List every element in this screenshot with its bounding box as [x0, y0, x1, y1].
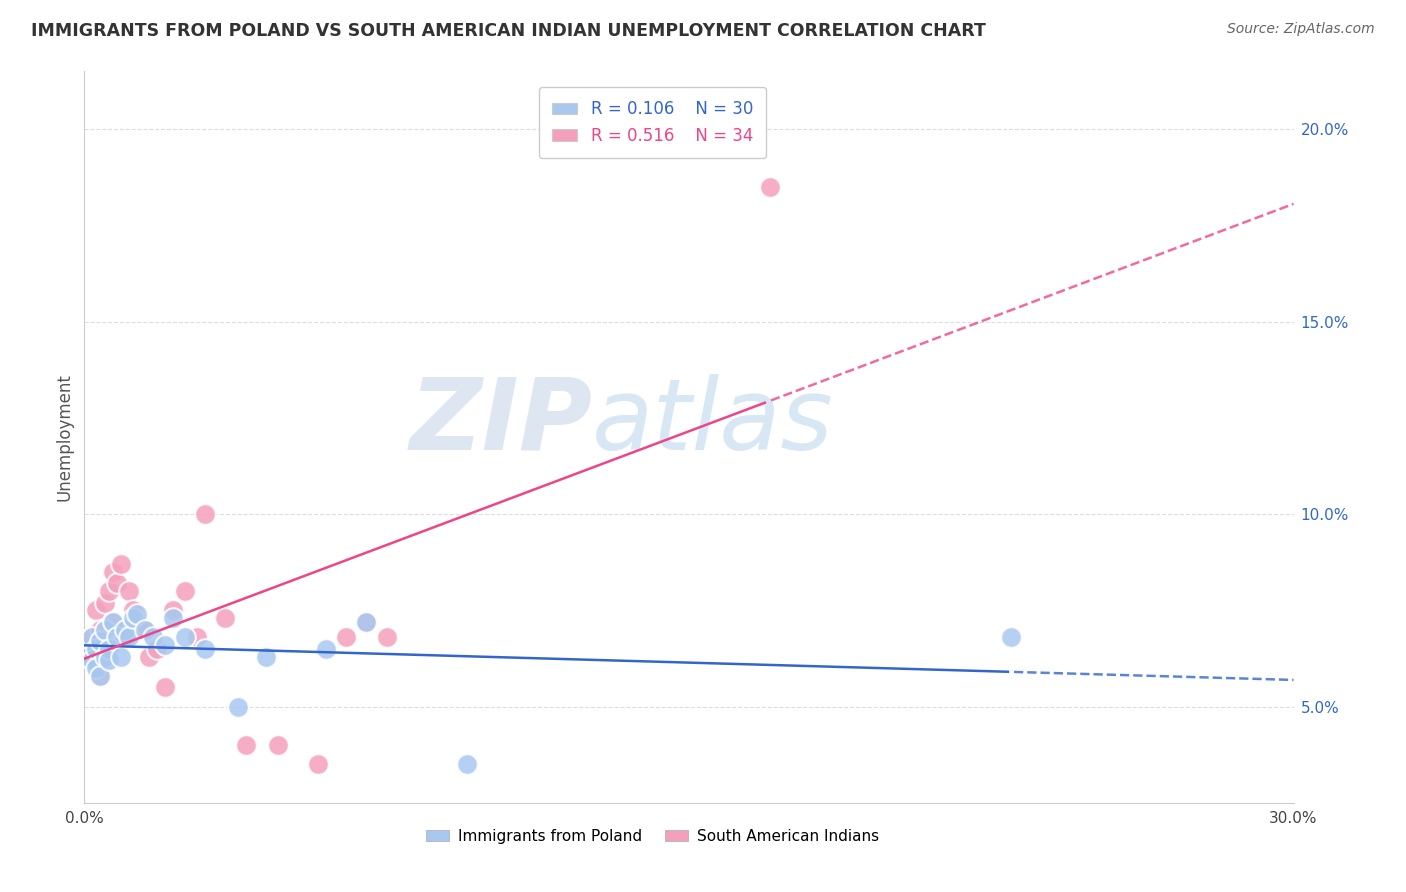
Point [146, 641, 169, 656]
Point [89, 669, 111, 683]
Point [1000, 630, 1022, 644]
Point [77, 649, 100, 664]
Text: atlas: atlas [592, 374, 834, 471]
Point [89, 623, 111, 637]
Point [82, 653, 104, 667]
Point [97, 584, 120, 599]
Point [356, 615, 378, 629]
Point [82, 630, 104, 644]
Point [86, 653, 108, 667]
Text: ZIP: ZIP [409, 374, 592, 471]
Point [153, 681, 176, 695]
Point [194, 641, 217, 656]
Point [315, 641, 337, 656]
Y-axis label: Unemployment: Unemployment [55, 373, 73, 501]
Point [89, 669, 111, 683]
Point [97, 653, 120, 667]
Point [82, 630, 104, 644]
Point [101, 615, 124, 629]
Point [118, 584, 141, 599]
Point [101, 615, 124, 629]
Point [142, 630, 165, 644]
Point [456, 757, 478, 772]
Point [77, 649, 100, 664]
Point [254, 649, 277, 664]
Point [174, 584, 197, 599]
Point [86, 661, 108, 675]
Point [307, 757, 329, 772]
Point [235, 738, 257, 752]
Point [121, 611, 143, 625]
Point [118, 630, 141, 644]
Point [194, 507, 217, 521]
Point [101, 565, 124, 579]
Point [134, 623, 156, 637]
Point [97, 641, 120, 656]
Point [97, 641, 120, 656]
Point [93, 653, 115, 667]
Text: IMMIGRANTS FROM POLAND VS SOUTH AMERICAN INDIAN UNEMPLOYMENT CORRELATION CHART: IMMIGRANTS FROM POLAND VS SOUTH AMERICAN… [31, 22, 986, 40]
Text: Source: ZipAtlas.com: Source: ZipAtlas.com [1227, 22, 1375, 37]
Point [121, 603, 143, 617]
Point [89, 634, 111, 648]
Point [226, 699, 249, 714]
Point [356, 615, 378, 629]
Point [162, 603, 184, 617]
Point [110, 649, 132, 664]
Point [174, 630, 197, 644]
Point [162, 611, 184, 625]
Point [134, 623, 156, 637]
Point [214, 611, 236, 625]
Point [186, 630, 208, 644]
Point [114, 623, 136, 637]
Point [93, 649, 115, 664]
Point [125, 607, 148, 622]
Point [125, 615, 148, 629]
Point [267, 738, 290, 752]
Point [114, 630, 136, 644]
Point [110, 557, 132, 571]
Point [138, 649, 160, 664]
Legend: Immigrants from Poland, South American Indians: Immigrants from Poland, South American I… [420, 822, 886, 850]
Point [153, 638, 176, 652]
Point [105, 576, 128, 591]
Point [375, 630, 398, 644]
Point [335, 630, 357, 644]
Point [105, 630, 128, 644]
Point [93, 596, 115, 610]
Point [86, 603, 108, 617]
Point [86, 641, 108, 656]
Point [758, 179, 780, 194]
Point [93, 623, 115, 637]
